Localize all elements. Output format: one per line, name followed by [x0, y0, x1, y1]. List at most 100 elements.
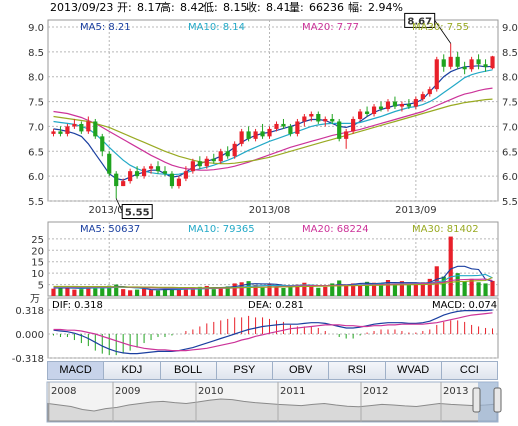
volume-bar [371, 282, 377, 296]
candle-body [121, 181, 126, 187]
macd-histogram [52, 315, 494, 356]
annotation-leader [434, 20, 452, 44]
candle-body [148, 166, 154, 169]
candle-body [190, 161, 195, 172]
volume-unit: 万 [30, 294, 40, 305]
navigator-right-handle[interactable] [493, 387, 502, 413]
volume-bar [155, 290, 161, 296]
volume-bar [351, 283, 356, 296]
tab-wvad[interactable]: WVAD [386, 362, 442, 379]
volume-bar [93, 286, 98, 296]
volume-bar [135, 289, 140, 296]
tab-rsi[interactable]: RSI [329, 362, 386, 379]
price-x-tick: 2013/09 [395, 205, 437, 216]
annotation-box [121, 204, 153, 220]
volume-bar [309, 286, 314, 296]
candle-body [441, 59, 446, 67]
candle-body [204, 158, 209, 167]
volume-bar [462, 281, 467, 296]
price-ma30-line [53, 98, 493, 165]
price-y-ticks-right: 5.5 6.0 6.5 7.0 7.5 8.0 8.5 9.0 [502, 23, 518, 208]
tab-macd[interactable]: MACD [48, 362, 105, 379]
header-high-label: 高: [160, 0, 175, 14]
price-x-ticks: 2013/07 2013/08 2013/09 [88, 205, 436, 216]
candle-body [107, 153, 112, 174]
macd-dea-label: DEA: 0.281 [248, 300, 304, 311]
volume-bar [141, 288, 147, 296]
tab-boll[interactable]: BOLL [161, 362, 217, 379]
tab-kdj[interactable]: KDJ [104, 362, 161, 379]
volume-bar [490, 280, 495, 296]
price-ma-legend-item: MA20: 7.77 [302, 22, 359, 33]
volume-bar [51, 288, 56, 296]
volume-bar [406, 285, 411, 296]
candle-body [378, 106, 384, 110]
macd-y-tick: 0.318 [15, 306, 44, 317]
volume-bar [469, 278, 474, 296]
annotation-label: 5.55 [125, 208, 150, 219]
indicator-tabs: MACD KDJ BOLL PSY OBV RSI WVAD CCI [47, 361, 498, 380]
candle-body [420, 94, 425, 100]
price-y-tick-left: 9.0 [28, 23, 44, 34]
price-ma20-line [53, 87, 493, 171]
tab-cci[interactable]: CCI [459, 364, 479, 376]
volume-bar [295, 284, 300, 296]
header-low-label: 低: [203, 1, 218, 14]
volume-bar [107, 285, 112, 296]
volume-bar [420, 282, 425, 296]
candle-body [72, 123, 77, 127]
volume-bar [169, 288, 175, 296]
candle-body [448, 56, 453, 67]
candle-body [155, 166, 161, 172]
volume-bar [114, 284, 119, 296]
candle-body [128, 171, 133, 182]
volume-bar [427, 278, 432, 296]
volume-bar [253, 285, 258, 296]
annotation-leader [115, 198, 123, 212]
navigator-year-label: 2011 [280, 386, 305, 397]
candle-body [218, 151, 223, 162]
candle-body [469, 59, 474, 70]
volume-bar [441, 276, 446, 296]
candle-body [253, 131, 258, 139]
volume-bar [58, 288, 63, 296]
macd-grid [48, 309, 498, 359]
volume-bar [455, 273, 460, 296]
navigator-left-handle[interactable] [472, 387, 481, 413]
macd-value-label: MACD: 0.074 [432, 300, 497, 311]
volume-bar [281, 288, 286, 296]
volume-bar [385, 280, 391, 296]
price-y-tick-right: 8.0 [502, 73, 518, 84]
navigator-year-label: 2008 [51, 386, 76, 397]
volume-bar [232, 283, 237, 296]
candle-body [141, 168, 147, 177]
volume-bar [65, 286, 70, 296]
candlesticks [51, 43, 495, 199]
time-navigator[interactable]: 2008 2009 2010 2011 2012 2013 [46, 381, 502, 423]
price-ma-legend: MA5: 8.21 MA10: 8.14 MA20: 7.77 MA30: 7.55 [80, 22, 469, 33]
ohlc-header: 2013/09/23 开: 8.17 高: 8.42 低: 8.15 收: 8.… [50, 0, 403, 14]
volume-bar [246, 281, 251, 296]
volume-bar [100, 287, 105, 296]
candle-body [385, 101, 391, 110]
price-annotations: 5.55 8.67 [115, 12, 452, 220]
candle-body [427, 89, 432, 95]
volume-bar [413, 283, 418, 296]
candle-body [344, 131, 349, 139]
candle-body [351, 118, 356, 132]
volume-y-tick: 10 [31, 269, 44, 280]
tab-psy[interactable]: PSY [217, 362, 273, 379]
header-date: 2013/09/23 [50, 1, 113, 14]
tab-obv[interactable]: OBV [273, 362, 330, 379]
volume-bar [239, 282, 244, 296]
macd-dea-line [53, 312, 493, 352]
volume-bar [434, 266, 439, 296]
header-change: 2.94% [368, 1, 403, 14]
macd-dif-line [53, 309, 493, 355]
macd-y-tick: -0.318 [12, 354, 44, 365]
navigator-selection[interactable] [478, 382, 498, 422]
price-x-tick: 2013/07 [88, 205, 130, 216]
macd-y-ticks: -0.318 0.000 0.318 [12, 306, 44, 365]
